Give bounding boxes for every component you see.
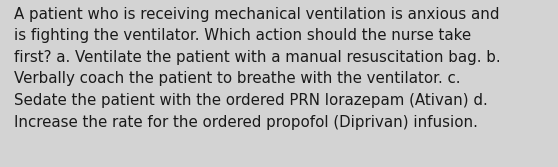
Text: A patient who is receiving mechanical ventilation is anxious and
is fighting the: A patient who is receiving mechanical ve… [14, 7, 501, 130]
